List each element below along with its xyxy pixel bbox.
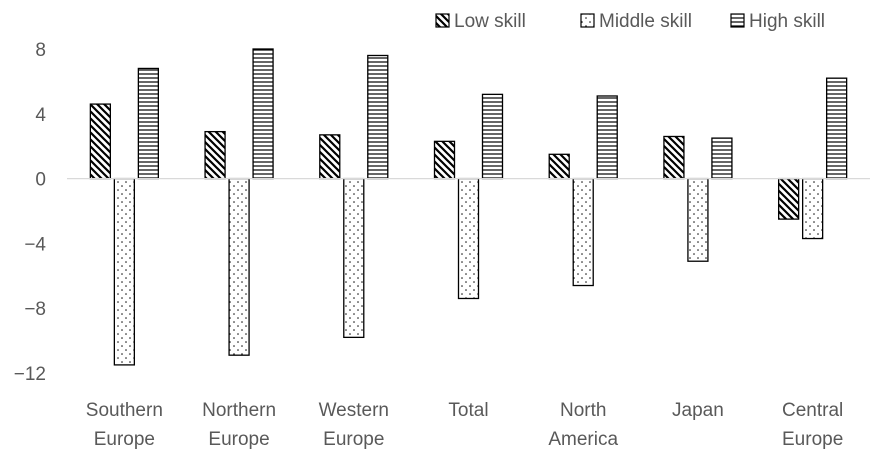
x-category-label: Total	[448, 400, 488, 421]
x-category-label-line: Southern	[86, 400, 163, 421]
bar-high-skill-japan	[711, 137, 733, 180]
bar-low-skill-western-europe	[319, 134, 341, 180]
bar-high-skill-western-europe	[367, 54, 389, 180]
y-tick-label: −8	[24, 299, 46, 320]
y-axis: 8 4 0 −4 −8 −12	[14, 40, 47, 385]
x-category-label-line: Total	[448, 400, 488, 421]
x-category-label-line: Europe	[94, 429, 155, 450]
bar-low-skill-japan	[663, 135, 685, 180]
legend-item-high-skill: High skill	[730, 11, 825, 32]
legend-swatch	[730, 13, 745, 28]
legend-label: High skill	[749, 11, 825, 32]
x-axis: Southern Europe Northern Europe Western Europ…	[67, 177, 870, 450]
legend-label: Middle skill	[599, 11, 692, 32]
y-tick-label: −4	[24, 234, 46, 255]
legend-swatch	[580, 13, 595, 28]
x-category-label: Southern Europe	[86, 400, 163, 450]
x-category-label-line: Northern	[202, 400, 276, 421]
bar-middle-skill-northern-europe	[228, 177, 250, 356]
bars	[89, 48, 848, 366]
y-tick-label: 4	[35, 105, 46, 126]
x-category-label: Central Europe	[782, 400, 843, 450]
bar-high-skill-northern-europe	[252, 48, 274, 180]
legend-item-low-skill: Low skill	[435, 11, 526, 32]
x-category-label-line: Japan	[672, 400, 724, 421]
x-category-label-line: America	[548, 429, 618, 450]
y-tick-label: 8	[35, 40, 46, 61]
legend-item-middle-skill: Middle skill	[580, 11, 692, 32]
bar-high-skill-central-europe	[825, 77, 848, 180]
x-category-label-line: Western	[319, 400, 389, 421]
x-category-label-line: Europe	[323, 429, 384, 450]
x-category-label-line: North	[560, 400, 606, 421]
bar-low-skill-northern-europe	[204, 130, 226, 180]
bar-high-skill-north-america	[596, 95, 618, 180]
bar-middle-skill-western-europe	[343, 177, 365, 339]
bar-middle-skill-total	[457, 177, 480, 300]
bar-low-skill-central-europe	[777, 177, 800, 220]
y-tick-label: −12	[14, 364, 46, 385]
x-category-label-line: Europe	[208, 429, 269, 450]
x-category-label: Western Europe	[319, 400, 389, 450]
y-tick-label: 0	[35, 170, 46, 191]
legend-label: Low skill	[454, 11, 526, 32]
x-category-label: Northern Europe	[202, 400, 276, 450]
x-category-label: Japan	[672, 400, 724, 421]
legend-swatch	[435, 13, 450, 28]
bar-high-skill-total	[481, 93, 504, 180]
bar-low-skill-southern-europe	[89, 103, 112, 180]
bar-middle-skill-north-america	[572, 177, 594, 287]
x-category-label-line: Central	[782, 400, 843, 421]
bar-middle-skill-japan	[687, 177, 709, 262]
legend: Low skill Middle skill High skill	[435, 11, 825, 32]
x-category-label: North America	[548, 400, 618, 450]
bar-high-skill-southern-europe	[137, 67, 160, 180]
bar-low-skill-north-america	[548, 153, 570, 180]
bar-low-skill-total	[433, 140, 456, 180]
bar-middle-skill-southern-europe	[113, 177, 136, 366]
bar-middle-skill-central-europe	[801, 177, 824, 240]
x-category-label-line: Europe	[782, 429, 843, 450]
